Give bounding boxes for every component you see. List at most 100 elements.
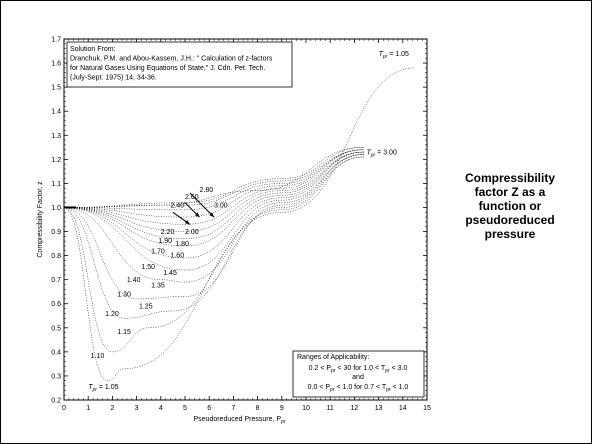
curve-tpr-1-2	[63, 156, 365, 319]
x-tick-label: 14	[399, 405, 407, 412]
y-tick-label: 1.7	[51, 37, 61, 44]
x-tick-label: 4	[159, 405, 163, 412]
tpr-curve-label: 2.00	[185, 229, 199, 236]
tpr-curve-label: 2.20	[161, 229, 175, 236]
y-axis-title: Compressibility Factor, z	[37, 181, 44, 258]
y-tick-label: 0.6	[51, 301, 61, 308]
curve-tpr-3	[63, 147, 365, 208]
chart-annotation-boxes: Solution From: Dranchuk, P.M. and Abou-Ka…	[66, 41, 425, 398]
curve-tpr-1-7	[63, 151, 365, 247]
curve-tpr-1-5	[63, 154, 365, 271]
tpr-curve-label: 1.90	[158, 238, 172, 245]
tpr-curve-label: 1.70	[151, 249, 165, 256]
ranges-line-3-part: pr	[330, 387, 335, 393]
tpr-label-value: = 1.05	[97, 384, 119, 391]
ranges-line-1-part: pr	[385, 368, 390, 374]
ranges-line-1-part: 0.2 < P	[309, 365, 332, 372]
source-box	[66, 41, 293, 88]
tpr-label: Tpr = 3.00	[367, 150, 397, 159]
curve-tpr-2-6	[63, 149, 365, 208]
x-tick-label: 3	[135, 405, 139, 412]
source-line: (July-Sept. 1975) 14, 34-36.	[70, 75, 157, 82]
tpr-curve-label: 1.30	[117, 292, 131, 299]
x-tick-label: 6	[207, 405, 211, 412]
tpr-curve-label: 1.50	[141, 264, 155, 271]
tpr-curve-label: 1.40	[127, 277, 141, 284]
slide-caption: Compressibility factor Z as a function o…	[445, 171, 575, 241]
x-tick-label: 15	[423, 405, 431, 412]
tpr-curve-label: 1.35	[151, 282, 165, 289]
tpr-curve-label: 2.60	[185, 194, 199, 201]
ranges-line-1-part: < 3.0	[390, 365, 408, 372]
x-tick-label: 10	[302, 405, 310, 412]
x-tick-label: 11	[327, 405, 334, 412]
x-tick-label: 9	[280, 405, 284, 412]
y-tick-label: 0.9	[51, 229, 61, 236]
x-tick-label: 8	[256, 405, 260, 412]
ranges-line-3-part: < 1.0 for 0.7 < T	[335, 384, 387, 391]
x-axis-title: Pseudoreduced Pressure, Ppr	[193, 416, 285, 425]
tpr-label-value: = 1.05	[387, 51, 409, 58]
y-tick-label: 0.8	[51, 253, 61, 260]
x-tick-label: 0	[62, 405, 66, 412]
x-tick-label: 2	[110, 405, 114, 412]
ranges-line-3: 0.0 < Ppr < 1.0 for 0.7 < Tpr < 1.0	[308, 384, 409, 393]
y-tick-label: 1.3	[51, 133, 61, 140]
tpr-curve-label: 1.45	[163, 270, 177, 277]
ranges-title: Ranges of Applicability:	[297, 354, 369, 361]
curve-tpr-1-05	[63, 67, 415, 381]
ranges-line-3-part: 0.0 < P	[308, 384, 331, 391]
label-arrow-head	[209, 212, 215, 218]
y-tick-label: 1.5	[51, 85, 61, 92]
tpr-label-subscript: pr	[370, 153, 376, 159]
tpr-curve-label: 1.20	[105, 311, 119, 318]
chart-curves	[63, 67, 415, 381]
curve-tpr-1-4	[63, 154, 365, 283]
tpr-curve-label: 1.25	[139, 304, 153, 311]
label-arrow-head	[184, 220, 190, 225]
curve-tpr-1-1	[63, 156, 365, 353]
y-tick-label: 1.4	[51, 109, 61, 116]
ranges-line-1-part: < 30 for 1.0 < T	[335, 365, 385, 372]
x-tick-label: 5	[183, 405, 187, 412]
y-tick-label: 1.0	[51, 205, 61, 212]
chart-axes: 0 1 2 3 4 5 6 7 8 9 10 11 12 13 14 150.20.30.40.50.60.7…	[37, 37, 431, 426]
y-tick-label: 0.4	[51, 349, 61, 356]
tpr-label: Tpr = 1.05	[88, 384, 118, 393]
y-tick-label: 1.6	[51, 61, 61, 68]
ranges-line-1-part: pr	[331, 368, 336, 374]
curve-tpr-2-4	[63, 149, 365, 211]
y-tick-label: 0.3	[51, 373, 61, 380]
curve-tpr-1-3	[63, 154, 365, 300]
tpr-curve-label: 2.80	[200, 187, 214, 194]
y-tick-label: 0.2	[51, 398, 61, 405]
y-tick-label: 0.5	[51, 325, 61, 332]
tpr-label: Tpr = 1.05	[379, 51, 409, 60]
ranges-line-2: and	[352, 374, 364, 381]
tpr-curve-label: 2.40	[170, 202, 184, 209]
caption-line-4: pseudoreduced	[465, 213, 555, 227]
caption-line-1: Compressibility	[464, 171, 556, 185]
tpr-curve-label: 1.60	[170, 253, 184, 260]
x-tick-label: 13	[375, 405, 383, 412]
tpr-curve-label: 1.15	[117, 329, 131, 336]
source-line: Dranchuk, P.M. and Abou-Kassem, J.H.: " …	[70, 56, 273, 63]
tpr-curve-label: 1.80	[175, 241, 189, 248]
y-tick-label: 1.2	[51, 157, 61, 164]
tpr-label-subscript: pr	[91, 387, 97, 393]
y-tick-label: 0.7	[51, 277, 61, 284]
y-tick-label: 1.1	[51, 181, 61, 188]
plot-frame	[63, 38, 428, 401]
source-line: for Natural Gases Using Equations of Sta…	[70, 65, 265, 72]
ranges-box	[292, 350, 425, 398]
ranges-line-3-part: pr	[386, 387, 391, 393]
tpr-curve-label: 3.00	[214, 202, 228, 209]
curve-tpr-2	[63, 149, 365, 225]
x-tick-label: 7	[231, 405, 235, 412]
tpr-curve-label: 1.10	[91, 353, 105, 360]
tpr-label-value: = 3.00	[375, 150, 397, 157]
x-tick-label: 1	[86, 405, 90, 412]
caption-line-3: function or	[478, 199, 542, 213]
